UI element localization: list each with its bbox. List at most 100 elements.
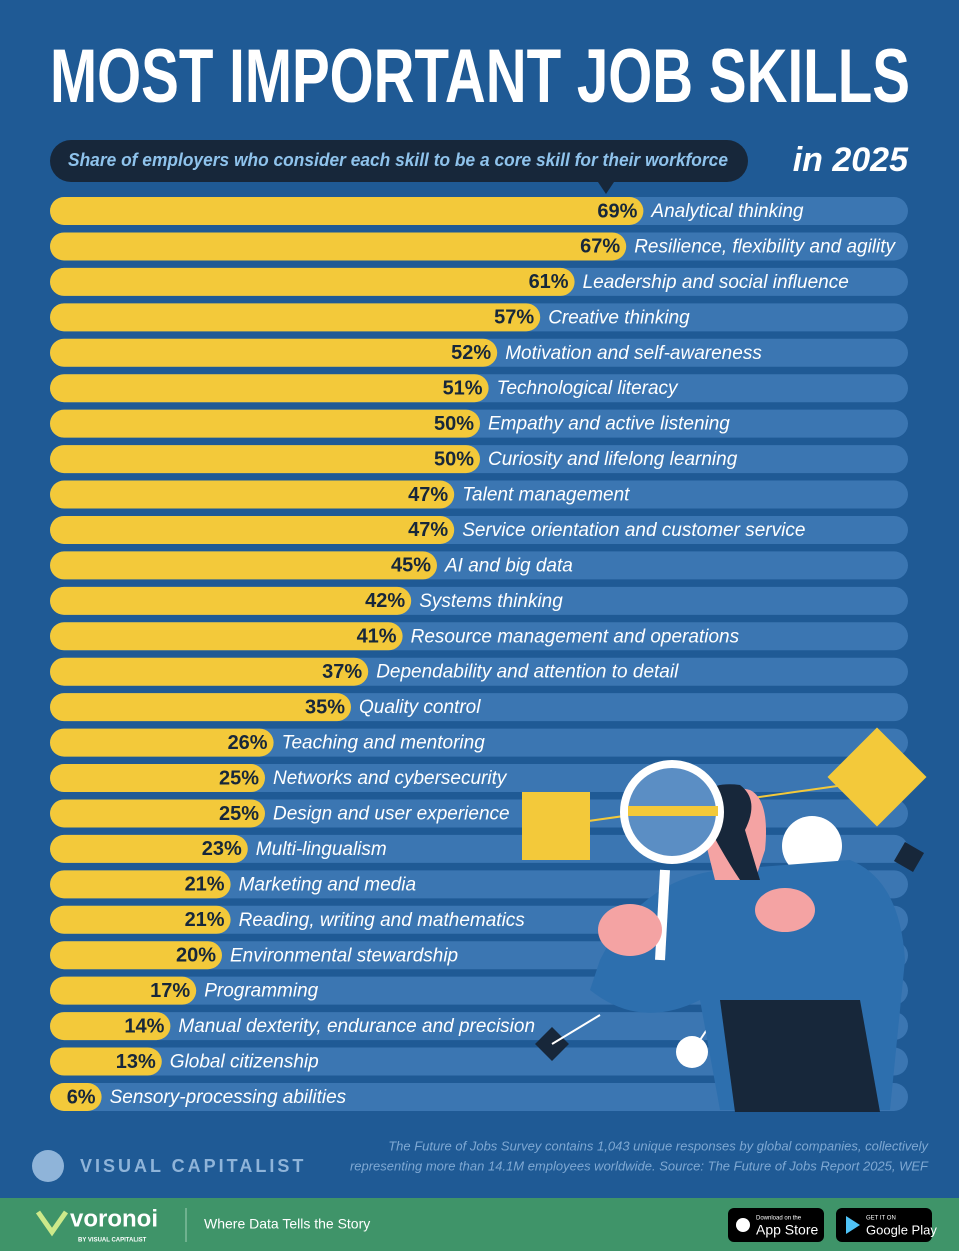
value-label: 47% — [408, 484, 448, 506]
google-play-button[interactable] — [836, 1208, 932, 1242]
category-label: Networks and cybersecurity — [273, 768, 508, 789]
footer-logo: voronoi — [70, 1205, 158, 1232]
bar — [50, 374, 489, 403]
bar — [50, 622, 403, 651]
google-play-label: Google Play — [866, 1222, 937, 1237]
bar — [50, 409, 480, 438]
category-label: Global citizenship — [170, 1052, 319, 1073]
brand-icon — [32, 1150, 64, 1182]
year-label: in 2025 — [793, 141, 909, 179]
value-label: 57% — [494, 307, 534, 329]
category-label: Multi-lingualism — [256, 839, 387, 860]
source-note: representing more than 14.1M employees w… — [350, 1158, 929, 1173]
value-label: 21% — [185, 909, 225, 931]
bar — [50, 586, 412, 615]
category-label: Service orientation and customer service — [462, 520, 805, 541]
bar — [50, 728, 274, 757]
value-label: 35% — [305, 696, 345, 718]
value-label: 20% — [176, 945, 216, 967]
value-label: 17% — [150, 980, 190, 1002]
value-label: 25% — [219, 803, 259, 825]
bar — [50, 551, 437, 580]
category-label: Technological literacy — [497, 378, 679, 399]
brand: VISUAL CAPITALIST — [32, 1150, 306, 1182]
chart-subtitle: Share of employers who consider each ski… — [68, 150, 728, 170]
value-label: 14% — [124, 1015, 164, 1037]
category-label: Reading, writing and mathematics — [239, 910, 526, 931]
bar — [50, 870, 231, 899]
value-label: 37% — [322, 661, 362, 683]
bar — [50, 834, 248, 863]
category-label: Resource management and operations — [411, 626, 740, 647]
app-store-icon — [736, 1218, 750, 1232]
footer-tagline: Where Data Tells the Story — [204, 1216, 370, 1232]
footer-logo-icon — [35, 1210, 69, 1237]
app-store-small: Download on the — [756, 1216, 802, 1222]
bar — [50, 232, 627, 261]
value-label: 25% — [219, 767, 259, 789]
value-label: 6% — [67, 1086, 96, 1108]
bar — [50, 445, 480, 474]
category-label: Marketing and media — [239, 874, 416, 895]
value-label: 42% — [365, 590, 405, 612]
category-label: Programming — [204, 981, 318, 1002]
value-label: 52% — [451, 342, 491, 364]
bar — [50, 197, 644, 225]
category-label: Leadership and social influence — [583, 272, 849, 293]
bar — [50, 515, 455, 544]
category-label: Design and user experience — [273, 803, 510, 824]
value-label: 21% — [185, 874, 225, 896]
value-label: 50% — [434, 413, 474, 435]
category-label: Sensory-processing abilities — [110, 1087, 347, 1108]
value-label: 47% — [408, 519, 448, 541]
category-label: Environmental stewardship — [230, 945, 458, 966]
category-label: Talent management — [462, 485, 630, 506]
brand-name: VISUAL CAPITALIST — [80, 1156, 306, 1176]
value-label: 69% — [597, 200, 637, 222]
value-label: 41% — [357, 626, 397, 648]
bar — [50, 905, 231, 934]
category-label: Teaching and mentoring — [282, 733, 486, 754]
category-label: Curiosity and lifelong learning — [488, 449, 738, 470]
footer-logo-sub: BY VISUAL CAPITALIST — [78, 1238, 147, 1244]
category-label: AI and big data — [444, 555, 573, 576]
bar — [50, 1047, 162, 1076]
category-label: Creative thinking — [548, 307, 690, 328]
value-label: 50% — [434, 448, 474, 470]
subtitle-pill — [50, 140, 748, 182]
bar-track — [50, 1012, 908, 1041]
subtitle-pointer — [598, 182, 614, 194]
value-label: 61% — [529, 271, 569, 293]
value-label: 45% — [391, 555, 431, 577]
illustration — [522, 727, 927, 1112]
value-label: 26% — [228, 732, 268, 754]
category-label: Dependability and attention to detail — [376, 662, 679, 683]
source-note: The Future of Jobs Survey contains 1,043… — [388, 1138, 929, 1153]
google-play-small: GET IT ON — [866, 1216, 896, 1222]
bars: 69% Analytical thinking 67% Resilience, fle… — [50, 197, 908, 1111]
bar — [50, 1012, 171, 1041]
value-label: 67% — [580, 236, 620, 258]
bar — [50, 693, 351, 722]
value-label: 13% — [116, 1051, 156, 1073]
google-play-icon — [846, 1216, 860, 1234]
bar — [50, 976, 197, 1005]
bar — [50, 799, 265, 828]
category-label: Resilience, flexibility and agility — [634, 236, 896, 257]
value-label: 23% — [202, 838, 242, 860]
category-label: Quality control — [359, 697, 481, 718]
bar-track — [50, 1083, 908, 1111]
bar — [50, 267, 575, 296]
app-store-button[interactable] — [728, 1208, 824, 1242]
category-label: Analytical thinking — [650, 201, 804, 222]
category-label: Manual dexterity, endurance and precisio… — [178, 1016, 535, 1037]
category-label: Motivation and self-awareness — [505, 343, 762, 364]
bar — [50, 657, 369, 686]
bar — [50, 480, 455, 509]
bar — [50, 1083, 102, 1111]
bar — [50, 764, 265, 793]
chart-title: MOST IMPORTANT JOB SKILLS — [50, 34, 910, 119]
category-label: Systems thinking — [419, 591, 563, 612]
bar — [50, 303, 541, 332]
